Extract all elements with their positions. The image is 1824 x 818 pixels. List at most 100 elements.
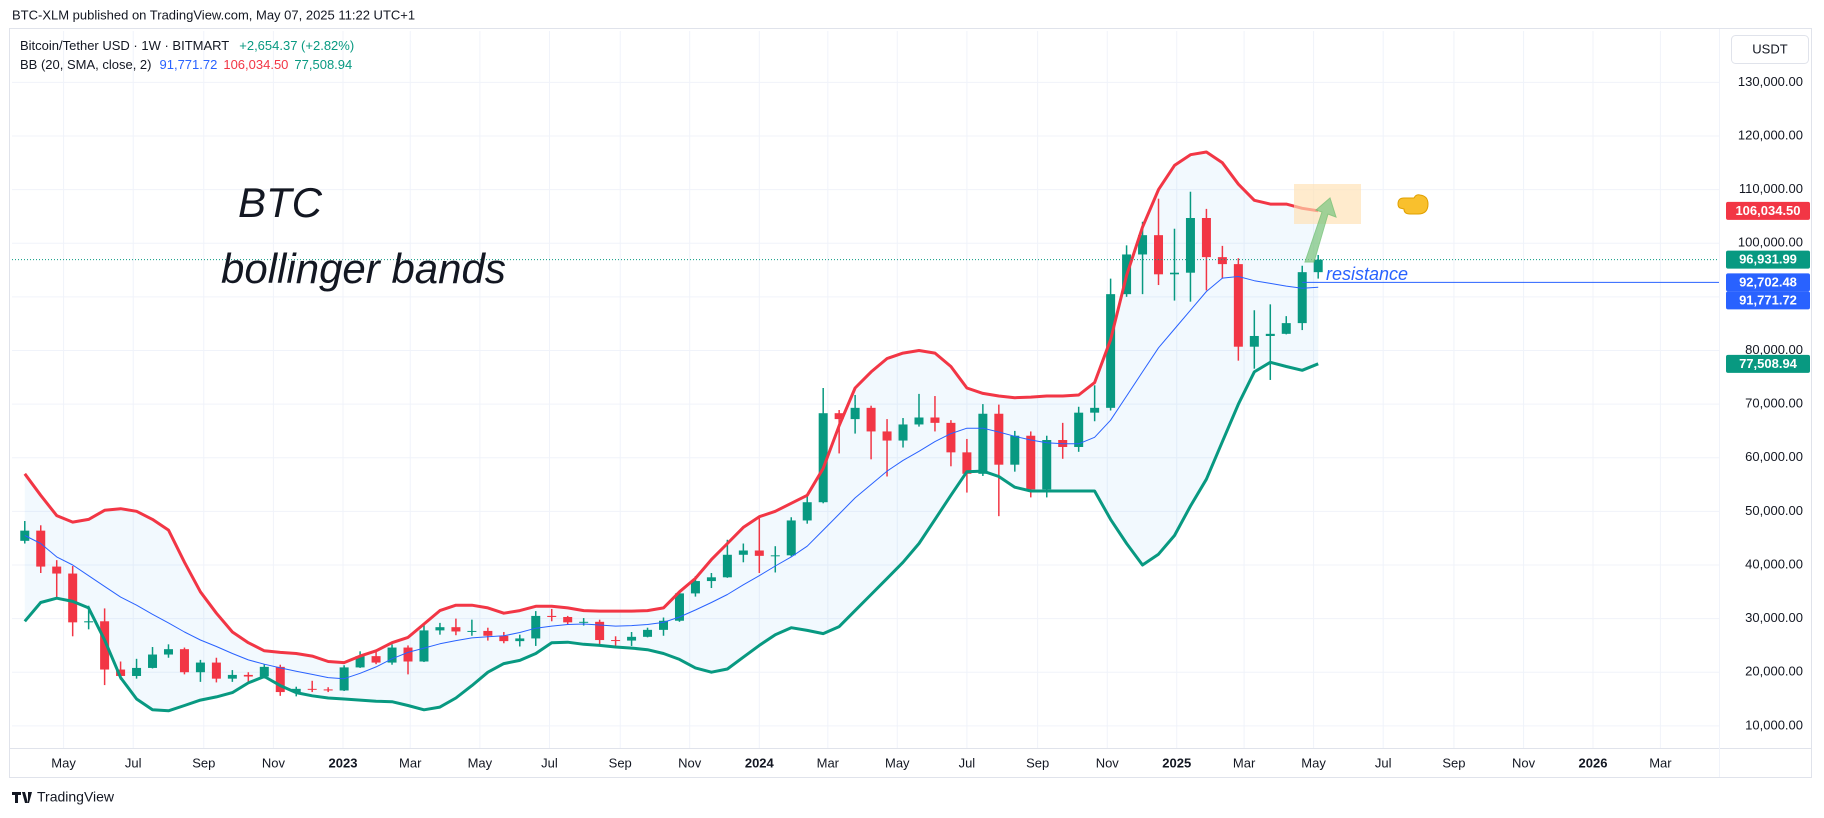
arrow xyxy=(1304,197,1337,263)
candle-body xyxy=(882,431,892,441)
candle-body xyxy=(275,666,285,693)
candle-body xyxy=(116,669,126,676)
x-tick-label: Sep xyxy=(1026,755,1049,770)
candle-body xyxy=(643,629,653,637)
candle-body xyxy=(1201,217,1211,258)
candle-body xyxy=(1217,257,1227,265)
candle-body xyxy=(611,640,621,642)
annotation-title: BTC xyxy=(238,179,323,226)
candle-body xyxy=(754,550,764,556)
price-tag xyxy=(1726,250,1810,269)
price-tag-label: 77,508.94 xyxy=(1739,356,1798,371)
price-change: +2,654.37 (+2.82%) xyxy=(239,38,354,53)
x-tick-label: Sep xyxy=(1442,755,1465,770)
candle-body xyxy=(802,502,812,521)
candle-body xyxy=(227,674,237,679)
x-tick-label: May xyxy=(468,755,493,770)
legend-upper: 106,034.50 xyxy=(223,57,288,72)
x-tick-label: Sep xyxy=(609,755,632,770)
candle-body xyxy=(1042,440,1052,490)
candle-body xyxy=(515,638,525,642)
candle-body xyxy=(435,627,445,631)
candle-body xyxy=(786,520,796,556)
candle-body xyxy=(68,573,78,623)
x-tick-label: May xyxy=(1301,755,1326,770)
candle-body xyxy=(834,413,844,420)
annotation-resistance: resistance xyxy=(1326,264,1408,284)
y-tick-label: 60,000.00 xyxy=(1745,449,1803,464)
currency[interactable]: USDT xyxy=(1752,41,1787,56)
candle-body xyxy=(483,630,493,636)
candle-body xyxy=(1249,335,1259,347)
symbol: Bitcoin/Tether USD · 1W · BITMART xyxy=(20,38,229,53)
x-tick-label: Jul xyxy=(125,755,142,770)
y-tick-label: 120,000.00 xyxy=(1738,127,1803,142)
price-tag xyxy=(1726,201,1810,220)
x-tick-label: 2025 xyxy=(1162,755,1191,770)
candle-body xyxy=(914,417,924,425)
candle-body xyxy=(818,413,828,503)
candle-body xyxy=(451,627,461,632)
candle-body xyxy=(579,621,589,623)
symbol-legend: Bitcoin/Tether USD · 1W · BITMART +2,654.… xyxy=(20,38,354,53)
candle-body xyxy=(1281,323,1291,334)
y-tick-label: 70,000.00 xyxy=(1745,396,1803,411)
chart-frame xyxy=(9,28,1812,778)
candle-body xyxy=(994,413,1004,465)
y-tick-label: 80,000.00 xyxy=(1745,342,1803,357)
candle-body xyxy=(1026,435,1036,490)
candle-body xyxy=(1313,259,1323,273)
candle-body xyxy=(467,630,477,632)
currency-box[interactable] xyxy=(1731,35,1809,64)
price-tag xyxy=(1726,291,1810,310)
candle-body xyxy=(738,550,748,555)
candle-body xyxy=(978,413,988,474)
candle-body xyxy=(674,593,684,621)
candle-body xyxy=(866,407,876,432)
hand-icon xyxy=(1397,194,1429,215)
candle-body xyxy=(850,407,860,420)
candle-body xyxy=(387,647,397,663)
candle-body xyxy=(770,555,780,557)
candle-body xyxy=(211,662,221,679)
candle-body xyxy=(179,649,189,673)
candle-body xyxy=(243,674,253,677)
y-tick-label: 20,000.00 xyxy=(1745,664,1803,679)
candle-body xyxy=(1074,412,1084,447)
candle-body xyxy=(100,621,110,670)
candle-body xyxy=(690,581,700,594)
x-tick-label: Mar xyxy=(1233,755,1256,770)
candle-body xyxy=(898,424,908,441)
plot xyxy=(12,150,1719,713)
x-tick-label: Jul xyxy=(1375,755,1392,770)
x-tick-label: Nov xyxy=(1512,755,1536,770)
candle-body xyxy=(659,620,669,630)
candle-body xyxy=(930,417,940,423)
publish-info: BTC-XLM published on TradingView.com, Ma… xyxy=(12,7,415,22)
candle-body xyxy=(499,635,509,642)
x-tick-label: 2023 xyxy=(329,755,358,770)
legend-middle: 91,771.72 xyxy=(160,57,218,72)
candle-body xyxy=(36,530,46,567)
band-fill xyxy=(24,152,1319,711)
band-lower xyxy=(23,360,1319,713)
candle-body xyxy=(84,621,94,623)
candle-body xyxy=(563,616,573,623)
branding-text: TradingView xyxy=(37,789,115,805)
x-tick-label: Sep xyxy=(192,755,215,770)
price-tag xyxy=(1726,354,1810,373)
candle-body xyxy=(1185,217,1195,273)
candle-body xyxy=(148,654,158,668)
candle-body xyxy=(627,636,637,641)
candle-body xyxy=(1169,272,1179,275)
y-tick-label: 10,000.00 xyxy=(1745,717,1803,732)
band-middle xyxy=(24,276,1319,680)
candle-body xyxy=(307,688,317,690)
x-tick-label: Jul xyxy=(959,755,976,770)
y-tick-label: 100,000.00 xyxy=(1738,235,1803,250)
annotation-subtitle: bollinger bands xyxy=(221,245,506,292)
y-tick-label: 30,000.00 xyxy=(1745,610,1803,625)
legend-lower: 77,508.94 xyxy=(294,57,352,72)
y-tick-label: 110,000.00 xyxy=(1739,181,1803,196)
